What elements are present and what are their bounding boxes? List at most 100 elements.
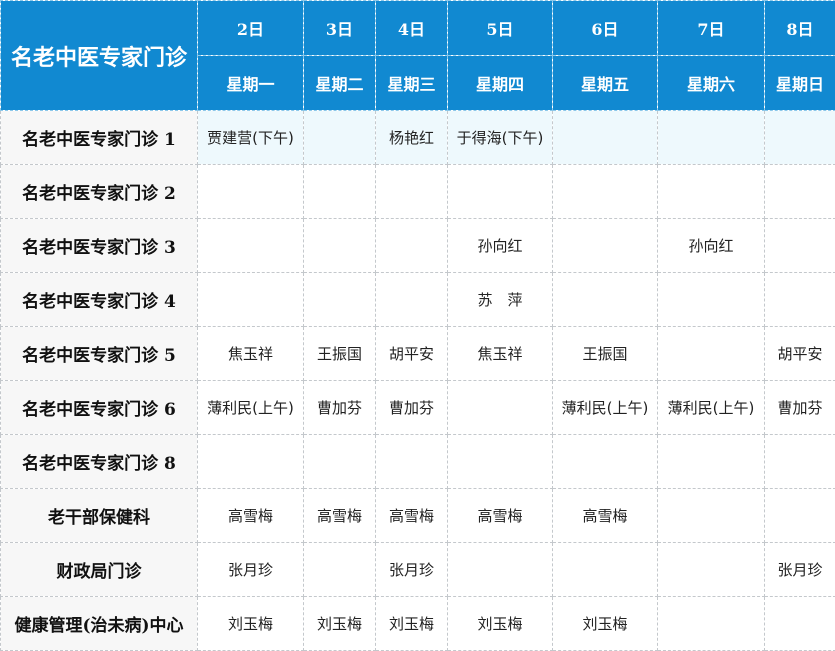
doctor-cell <box>376 273 448 327</box>
date-header: 6日 <box>553 1 658 56</box>
doctor-cell <box>448 435 553 489</box>
doctor-cell <box>658 543 765 597</box>
doctor-cell: 张月珍 <box>376 543 448 597</box>
weekday-header: 星期三 <box>376 56 448 111</box>
doctor-cell <box>198 273 304 327</box>
doctor-cell <box>553 111 658 165</box>
doctor-cell <box>198 435 304 489</box>
department-name: 名老中医专家门诊 1 <box>1 111 198 165</box>
doctor-cell: 高雪梅 <box>376 489 448 543</box>
table-title: 名老中医专家门诊 <box>1 1 198 111</box>
department-name: 老干部保健科 <box>1 489 198 543</box>
table-row: 老干部保健科高雪梅高雪梅高雪梅高雪梅高雪梅 <box>1 489 835 543</box>
doctor-cell: 张月珍 <box>198 543 304 597</box>
doctor-cell <box>765 111 835 165</box>
doctor-cell: 薄利民(上午) <box>658 381 765 435</box>
doctor-cell <box>658 597 765 651</box>
doctor-cell <box>658 435 765 489</box>
doctor-cell <box>304 435 376 489</box>
doctor-cell <box>198 219 304 273</box>
department-name: 名老中医专家门诊 8 <box>1 435 198 489</box>
doctor-cell <box>304 165 376 219</box>
doctor-cell: 刘玉梅 <box>553 597 658 651</box>
doctor-cell <box>765 219 835 273</box>
doctor-cell <box>448 543 553 597</box>
doctor-cell <box>553 543 658 597</box>
doctor-cell: 胡平安 <box>376 327 448 381</box>
department-name: 健康管理(治未病)中心 <box>1 597 198 651</box>
date-header: 5日 <box>448 1 553 56</box>
doctor-cell <box>658 327 765 381</box>
doctor-cell: 杨艳红 <box>376 111 448 165</box>
department-name: 名老中医专家门诊 2 <box>1 165 198 219</box>
doctor-cell: 高雪梅 <box>448 489 553 543</box>
table-row: 名老中医专家门诊 4 苏 萍 <box>1 273 835 327</box>
doctor-cell <box>658 489 765 543</box>
doctor-cell: 王振国 <box>304 327 376 381</box>
table-row: 健康管理(治未病)中心刘玉梅刘玉梅刘玉梅刘玉梅刘玉梅 <box>1 597 835 651</box>
doctor-cell: 孙向红 <box>448 219 553 273</box>
doctor-cell: 张月珍 <box>765 543 835 597</box>
doctor-cell <box>376 165 448 219</box>
doctor-cell: 刘玉梅 <box>304 597 376 651</box>
table-row: 名老中医专家门诊 3 孙向红 孙向红 <box>1 219 835 273</box>
weekday-header: 星期五 <box>553 56 658 111</box>
doctor-cell <box>553 165 658 219</box>
doctor-cell <box>304 543 376 597</box>
doctor-cell: 曹加芬 <box>304 381 376 435</box>
date-header: 8日 <box>765 1 835 56</box>
doctor-cell <box>658 165 765 219</box>
doctor-cell <box>304 219 376 273</box>
doctor-cell: 刘玉梅 <box>376 597 448 651</box>
doctor-cell: 苏 萍 <box>448 273 553 327</box>
doctor-cell: 刘玉梅 <box>448 597 553 651</box>
date-header: 4日 <box>376 1 448 56</box>
weekday-header: 星期六 <box>658 56 765 111</box>
doctor-cell <box>553 273 658 327</box>
table-row: 名老中医专家门诊 2 <box>1 165 835 219</box>
doctor-cell: 焦玉祥 <box>198 327 304 381</box>
doctor-cell <box>765 435 835 489</box>
date-header-row: 名老中医专家门诊 2日 3日 4日 5日 6日 7日 8日 <box>1 1 835 56</box>
doctor-cell: 孙向红 <box>658 219 765 273</box>
doctor-cell: 胡平安 <box>765 327 835 381</box>
table-row: 名老中医专家门诊 8 <box>1 435 835 489</box>
doctor-cell: 曹加芬 <box>376 381 448 435</box>
department-name: 名老中医专家门诊 3 <box>1 219 198 273</box>
doctor-cell <box>198 165 304 219</box>
doctor-cell <box>304 111 376 165</box>
doctor-cell: 王振国 <box>553 327 658 381</box>
department-name: 名老中医专家门诊 4 <box>1 273 198 327</box>
date-header: 3日 <box>304 1 376 56</box>
weekday-header: 星期一 <box>198 56 304 111</box>
doctor-cell: 曹加芬 <box>765 381 835 435</box>
doctor-cell: 贾建营(下午) <box>198 111 304 165</box>
weekday-header: 星期日 <box>765 56 835 111</box>
department-name: 财政局门诊 <box>1 543 198 597</box>
doctor-cell: 高雪梅 <box>304 489 376 543</box>
doctor-cell <box>765 597 835 651</box>
doctor-cell <box>553 219 658 273</box>
doctor-cell <box>765 489 835 543</box>
doctor-cell <box>304 273 376 327</box>
department-name: 名老中医专家门诊 5 <box>1 327 198 381</box>
date-header: 2日 <box>198 1 304 56</box>
doctor-cell: 薄利民(上午) <box>553 381 658 435</box>
doctor-cell: 焦玉祥 <box>448 327 553 381</box>
doctor-cell <box>553 435 658 489</box>
doctor-cell <box>658 273 765 327</box>
doctor-cell <box>658 111 765 165</box>
doctor-cell <box>448 165 553 219</box>
table-row: 财政局门诊张月珍张月珍张月珍 <box>1 543 835 597</box>
doctor-cell <box>765 165 835 219</box>
doctor-cell <box>376 435 448 489</box>
doctor-cell <box>765 273 835 327</box>
doctor-cell <box>448 381 553 435</box>
date-header: 7日 <box>658 1 765 56</box>
doctor-cell: 刘玉梅 <box>198 597 304 651</box>
doctor-cell: 高雪梅 <box>553 489 658 543</box>
